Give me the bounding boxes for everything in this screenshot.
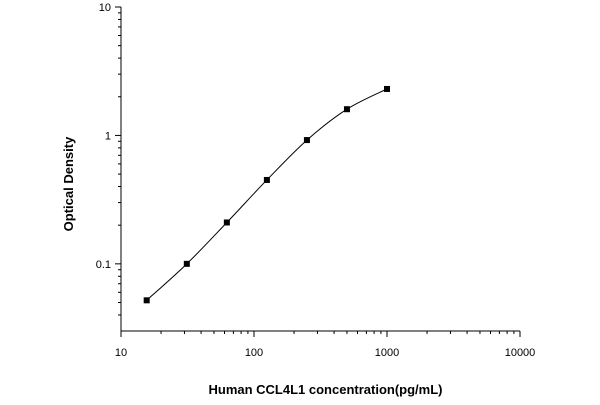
x-tick-label: 1000	[375, 347, 399, 359]
data-point	[343, 106, 350, 113]
x-tick-label: 100	[245, 347, 263, 359]
data-point	[384, 85, 390, 92]
x-tick-label: 10	[115, 347, 127, 359]
data-points	[143, 85, 390, 304]
y-axis-title: Optical Density	[61, 136, 76, 231]
y-tick-label: 1	[105, 130, 111, 142]
fit-curve-group	[146, 88, 388, 301]
x-axis-title: Human CCL4L1 concentration(pg/mL)	[208, 382, 442, 397]
data-point	[303, 137, 310, 144]
data-point	[263, 176, 270, 183]
data-point	[183, 260, 190, 267]
data-point	[223, 219, 230, 226]
data-point	[143, 297, 150, 304]
x-tick-label: 10000	[505, 347, 536, 359]
ticks: 10 100 1000 10000 0.1 1 10	[96, 2, 536, 359]
axes	[120, 7, 520, 332]
y-tick-label: 10	[99, 2, 111, 14]
fit-curve	[146, 88, 388, 301]
y-tick-label: 0.1	[96, 259, 111, 271]
